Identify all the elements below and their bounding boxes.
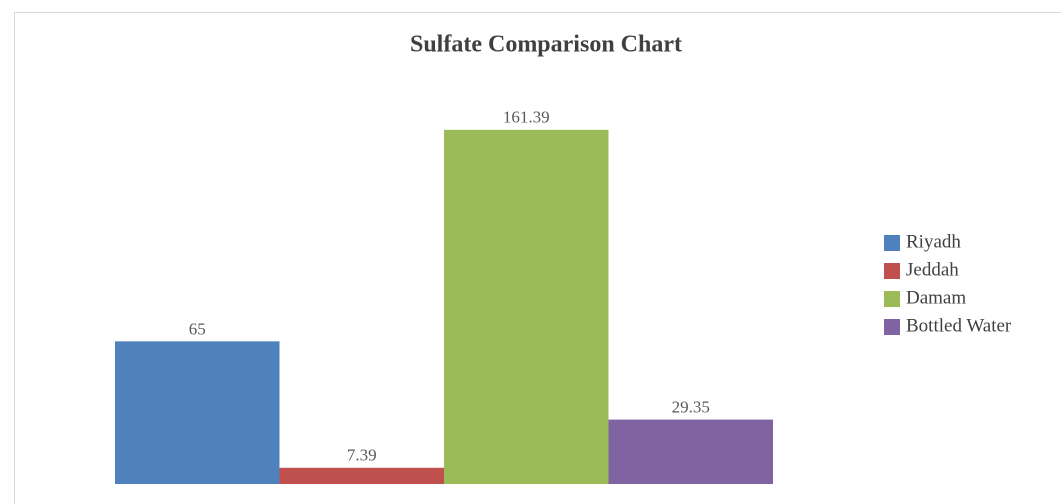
- legend-swatch: [884, 263, 900, 279]
- legend-label: Riyadh: [906, 231, 961, 252]
- legend-swatch: [884, 291, 900, 307]
- value-label: 65: [189, 319, 206, 338]
- legend-label: Bottled Water: [906, 315, 1012, 336]
- bar: [608, 419, 773, 484]
- value-label: 7.39: [347, 446, 377, 465]
- legend-label: Damam: [906, 287, 966, 308]
- value-label: 29.35: [672, 397, 710, 416]
- legend-swatch: [884, 319, 900, 335]
- value-label: 161.39: [503, 108, 550, 127]
- bar: [279, 467, 444, 484]
- chart-frame: [14, 12, 1061, 504]
- bar: [444, 129, 609, 484]
- legend-label: Jeddah: [906, 259, 959, 280]
- bar: [115, 341, 280, 484]
- legend-swatch: [884, 235, 900, 251]
- chart-title: Sulfate Comparison Chart: [410, 32, 682, 58]
